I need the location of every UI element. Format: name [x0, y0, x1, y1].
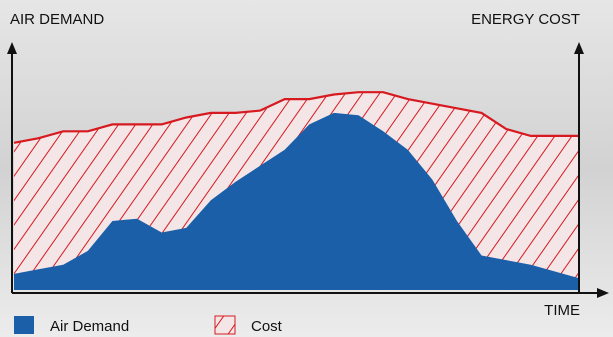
legend-label: Air Demand [50, 318, 129, 335]
y2-arrow [574, 42, 584, 54]
legend-swatch [14, 316, 34, 334]
legend-swatch [214, 315, 236, 335]
y-axis-label: AIR DEMAND [10, 11, 104, 28]
legend-label: Cost [251, 318, 283, 335]
area-line [13, 91, 580, 144]
y-arrow [7, 42, 17, 54]
legend: Air Demand Cost [14, 315, 283, 335]
x-arrow [597, 288, 609, 298]
y2-axis-label: ENERGY COST [471, 11, 580, 28]
plot-area [13, 91, 580, 291]
area [14, 112, 580, 291]
x-axis-label: TIME [544, 302, 580, 319]
